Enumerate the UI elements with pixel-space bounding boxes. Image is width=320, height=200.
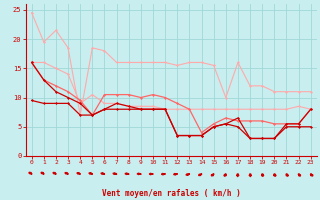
Text: Vent moyen/en rafales ( km/h ): Vent moyen/en rafales ( km/h ) [102,189,241,198]
